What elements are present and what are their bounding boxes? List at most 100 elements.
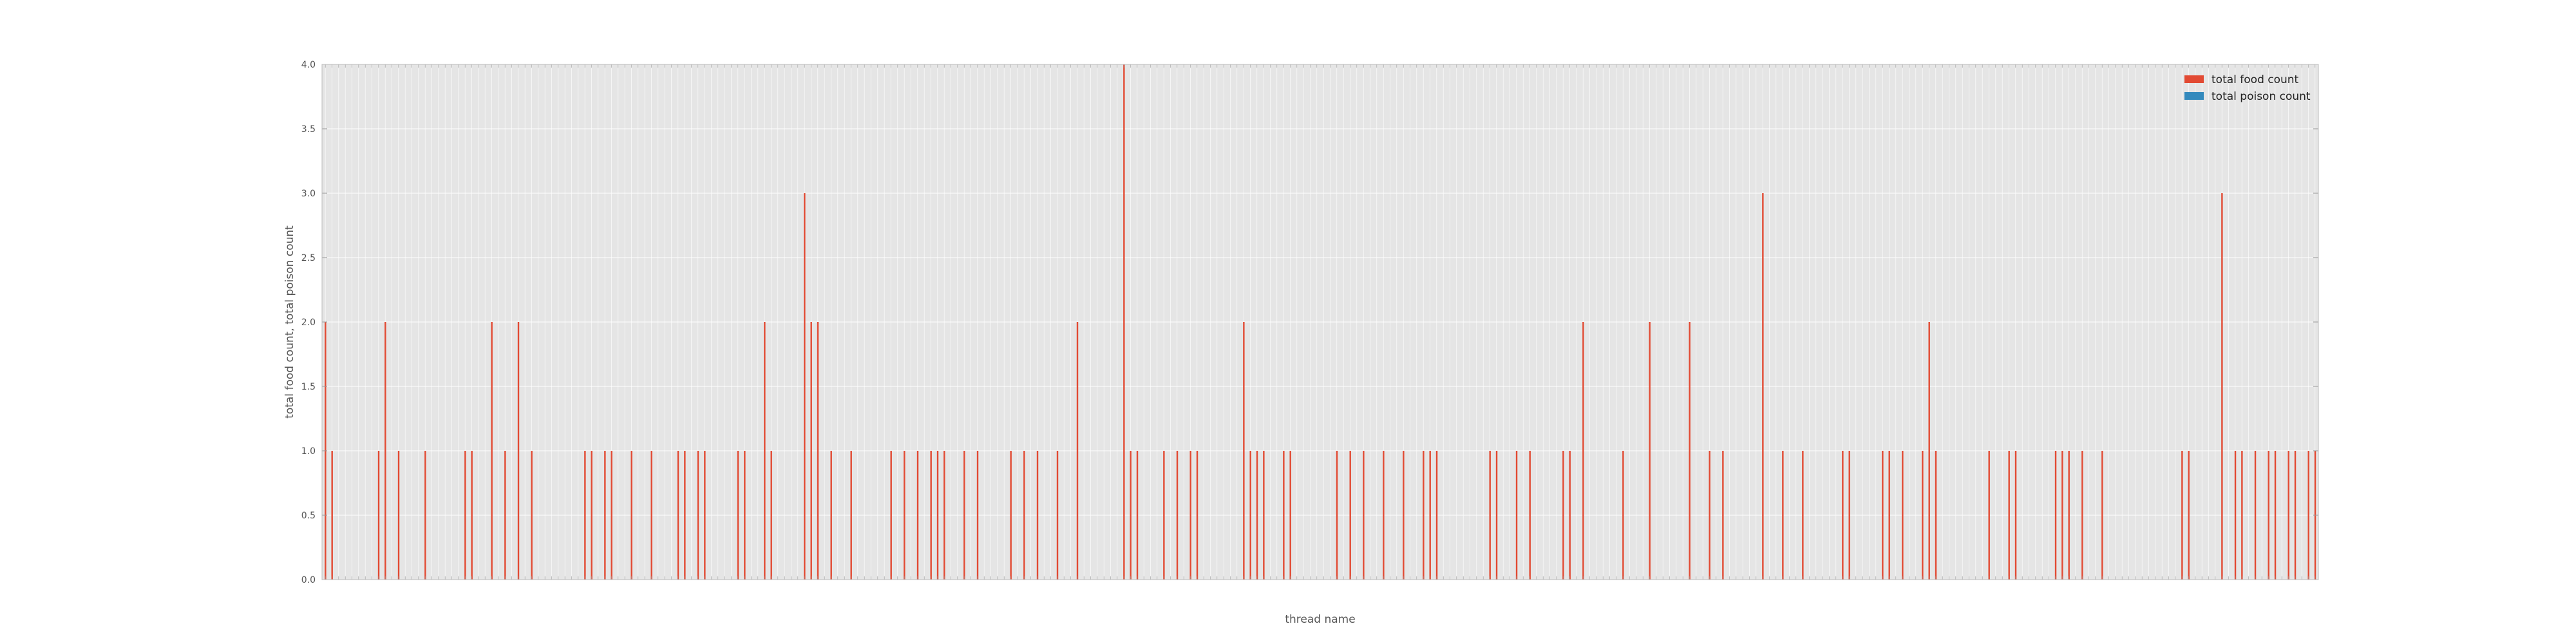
bar-food bbox=[1423, 451, 1425, 580]
bar-food bbox=[1902, 451, 1904, 580]
bar-food bbox=[1349, 451, 1351, 580]
bar-food bbox=[2254, 451, 2257, 580]
bar-food bbox=[471, 451, 473, 580]
bar-food bbox=[1023, 451, 1025, 580]
bar-food bbox=[744, 451, 746, 580]
bar-food bbox=[630, 451, 632, 580]
bar-food bbox=[1988, 451, 1990, 580]
bar-food bbox=[1882, 451, 1884, 580]
bar-food bbox=[424, 451, 426, 580]
bar-food bbox=[1515, 451, 1518, 580]
bar-food bbox=[697, 451, 699, 580]
bar-food bbox=[1429, 451, 1431, 580]
y-tick-label: 0.0 bbox=[301, 575, 316, 585]
bar-food bbox=[2068, 451, 2070, 580]
bar-food bbox=[2274, 451, 2277, 580]
bar-food bbox=[890, 451, 892, 580]
bar-food bbox=[397, 451, 400, 580]
bar-food bbox=[591, 451, 592, 580]
y-tick-label: 0.5 bbox=[301, 511, 316, 521]
bar-food bbox=[1922, 451, 1924, 580]
y-tick-label: 2.5 bbox=[301, 253, 316, 263]
bar-food bbox=[2307, 451, 2309, 580]
bar-food bbox=[1136, 451, 1139, 580]
bar-food bbox=[1489, 451, 1491, 580]
bar-food bbox=[1056, 451, 1059, 580]
bar-food bbox=[830, 451, 832, 580]
bar-food bbox=[1435, 451, 1438, 580]
bar-food bbox=[1569, 451, 1571, 580]
y-tick-label: 1.0 bbox=[301, 446, 316, 457]
bar-food bbox=[2054, 451, 2057, 580]
bar-food bbox=[1762, 193, 1764, 580]
bar-food bbox=[2061, 451, 2063, 580]
bar-food bbox=[2188, 451, 2190, 580]
bar-food bbox=[1383, 451, 1385, 580]
bar-food bbox=[2268, 451, 2269, 580]
bar-food bbox=[1495, 451, 1498, 580]
y-tick-label: 3.5 bbox=[301, 124, 316, 135]
bar-food bbox=[963, 451, 965, 580]
bar-food bbox=[1196, 451, 1198, 580]
bar-food bbox=[2101, 451, 2103, 580]
bar-food bbox=[1529, 451, 1531, 580]
bar-food bbox=[1649, 322, 1651, 580]
bar-food bbox=[1562, 451, 1564, 580]
bar-food bbox=[764, 322, 766, 580]
bar-food bbox=[504, 451, 506, 580]
bar-food bbox=[491, 322, 493, 580]
legend: total food count total poison count bbox=[2184, 73, 2311, 103]
bar-food bbox=[1176, 451, 1179, 580]
bar-food bbox=[2294, 451, 2297, 580]
y-axis-ticks: 0.0 0.5 1.0 1.5 2.0 2.5 3.0 3.5 4.0 bbox=[301, 60, 2318, 585]
bar-food bbox=[2081, 451, 2083, 580]
y-axis-title: total food count, total poison count bbox=[283, 225, 296, 419]
bar-food bbox=[1722, 451, 1724, 580]
y-tick-label: 3.0 bbox=[301, 189, 316, 199]
legend-label-food: total food count bbox=[2211, 73, 2299, 86]
bar-food bbox=[584, 451, 586, 580]
bar-food bbox=[517, 322, 520, 580]
bar-food bbox=[810, 322, 812, 580]
bar-food bbox=[804, 193, 806, 580]
bar-food bbox=[1582, 322, 1584, 580]
bar-food bbox=[1802, 451, 1804, 580]
plot-frame bbox=[321, 64, 2319, 580]
bar-food bbox=[531, 451, 533, 580]
bar-food bbox=[916, 451, 919, 580]
bar-food bbox=[1782, 451, 1784, 580]
bar-food bbox=[377, 451, 380, 580]
bar-food bbox=[817, 322, 819, 580]
legend-swatch-poison bbox=[2184, 92, 2204, 100]
bar-food bbox=[2181, 451, 2183, 580]
bar-food bbox=[1010, 451, 1012, 580]
bar-food bbox=[1403, 451, 1405, 580]
bar-food bbox=[704, 451, 706, 580]
legend-swatch-food bbox=[2184, 75, 2204, 83]
bar-food bbox=[1243, 322, 1245, 580]
bar-food bbox=[904, 451, 905, 580]
bar-food bbox=[936, 451, 939, 580]
bar-food bbox=[1289, 451, 1291, 580]
bar-food bbox=[611, 451, 612, 580]
bar-food bbox=[1283, 451, 1285, 580]
y-tick-label: 1.5 bbox=[301, 382, 316, 392]
bar-food bbox=[943, 451, 945, 580]
bar-food bbox=[1123, 64, 1125, 580]
bar-food bbox=[1848, 451, 1850, 580]
bar-food bbox=[737, 451, 739, 580]
x-axis-title: thread name bbox=[1285, 613, 1355, 626]
bar-food bbox=[770, 451, 772, 580]
bar-food bbox=[2008, 451, 2010, 580]
bar-food bbox=[1935, 451, 1937, 580]
bar-food bbox=[677, 451, 679, 580]
bar-food bbox=[464, 451, 466, 580]
bar-food bbox=[1336, 451, 1338, 580]
bar-food bbox=[1256, 451, 1258, 580]
bar-food bbox=[2241, 451, 2243, 580]
bar-food bbox=[1249, 451, 1251, 580]
bar-food bbox=[331, 451, 333, 580]
bar-food bbox=[1689, 322, 1690, 580]
bar-food bbox=[1842, 451, 1844, 580]
